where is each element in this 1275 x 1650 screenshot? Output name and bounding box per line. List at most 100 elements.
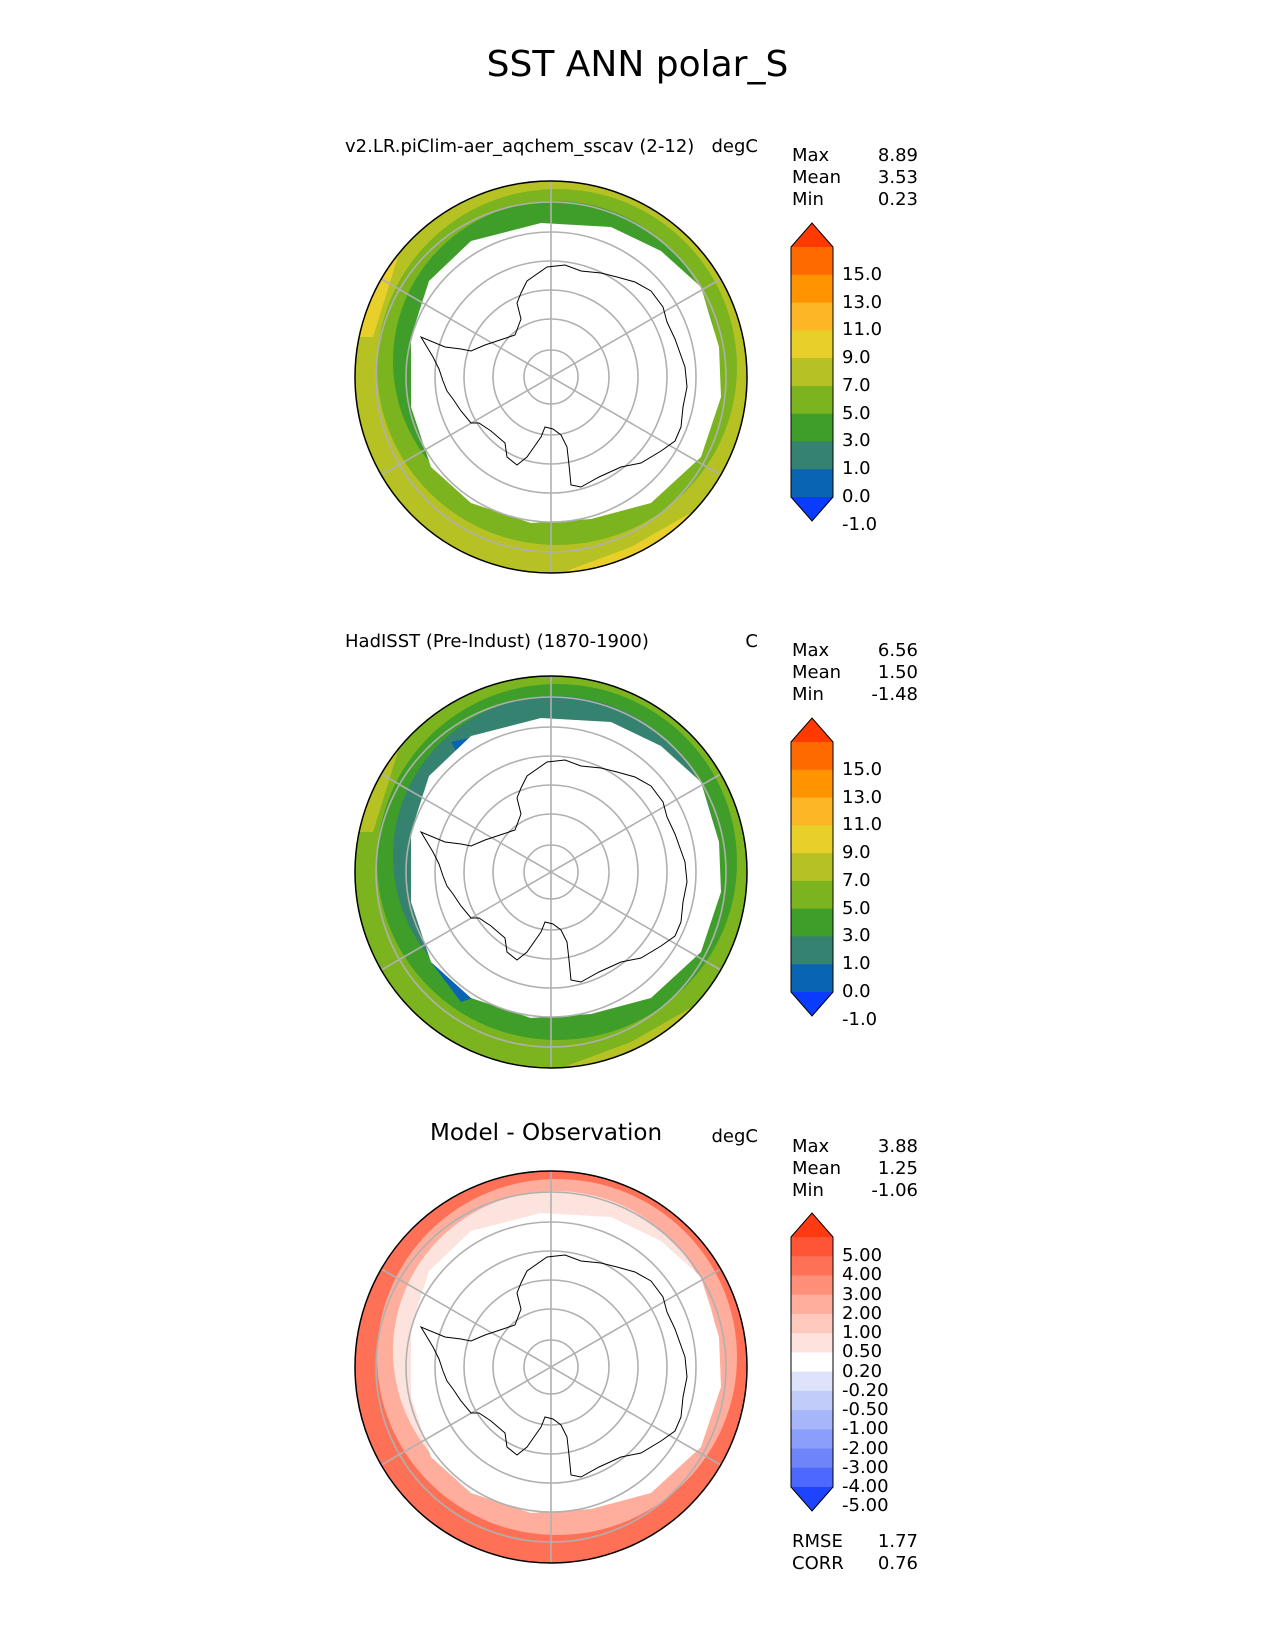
panel-3-metrics: RMSE 1.77 CORR 0.76 <box>792 1531 918 1575</box>
colorbar-swatch <box>791 1256 833 1276</box>
colorbar-tick-label: -3.00 <box>842 1456 889 1478</box>
colorbar-swatch <box>791 330 833 359</box>
panel-2-colorbar: 15.0 13.0 11.0 9.0 7.0 5.0 3.0 1.0 0.0 -1.0 <box>790 717 910 1028</box>
panel-1-polar-map <box>354 180 748 574</box>
colorbar-swatch <box>791 302 833 331</box>
colorbar-extend-max <box>791 223 833 247</box>
field-warm-patch <box>355 742 401 832</box>
stat-mean: Mean 3.53 <box>792 167 918 188</box>
colorbar-tick-label: 15.0 <box>842 758 883 780</box>
colorbar-tick-label: 1.00 <box>842 1322 883 1344</box>
colorbar-tick-label: 7.0 <box>842 869 871 891</box>
colorbar-tick-label: 2.00 <box>842 1302 883 1324</box>
colorbar-tick-label: -1.00 <box>842 1418 889 1440</box>
colorbar-scale <box>790 222 834 522</box>
antarctica-coastline <box>419 759 688 983</box>
stat-mean: Mean 1.25 <box>792 1158 918 1179</box>
panel-2-stats: Max 6.56 Mean 1.50 Min -1.48 <box>792 640 918 706</box>
colorbar-swatch <box>791 1371 833 1392</box>
colorbar-tick-label: -1.0 <box>842 513 878 535</box>
stat-min: Min 0.23 <box>792 189 918 210</box>
stat-max: Max 8.89 <box>792 145 918 166</box>
map-boundary <box>354 180 748 574</box>
colorbar-tick-label: 13.0 <box>842 291 883 313</box>
masked-sea-ice-region <box>411 1213 721 1513</box>
colorbar-tick-label: 5.0 <box>842 402 871 424</box>
colorbar-tick-label: 13.0 <box>842 786 883 808</box>
colorbar-swatch <box>791 936 833 965</box>
colorbar-tick-label: -1.0 <box>842 1008 878 1030</box>
panel-2-title: HadISST (Pre-Indust) (1870-1900) <box>345 631 649 652</box>
colorbar-swatch <box>791 853 833 882</box>
colorbar-swatch <box>791 1467 833 1488</box>
colorbar-swatch <box>791 1275 833 1296</box>
colorbar-swatch <box>791 797 833 826</box>
colorbar-tick-label: 0.50 <box>842 1341 883 1363</box>
colorbar-tick-label: 1.0 <box>842 458 871 480</box>
colorbar-tick-label: 0.0 <box>842 486 871 507</box>
antarctica-coastline <box>419 264 688 488</box>
colorbar-extend-min <box>791 992 833 1016</box>
colorbar-tick-label: 9.0 <box>842 842 871 864</box>
meridian-line <box>380 1268 722 1466</box>
colorbar-tick-label: -5.00 <box>842 1495 889 1517</box>
colorbar-tick-label: 15.0 <box>842 263 883 285</box>
colorbar-tick-label: -0.50 <box>842 1399 889 1421</box>
colorbar-swatch <box>791 274 833 304</box>
stat-mean: Mean 1.50 <box>792 662 918 683</box>
masked-sea-ice-region <box>411 223 721 523</box>
meridian-line <box>380 773 722 971</box>
colorbar-tick-label: 3.0 <box>842 430 871 452</box>
colorbar-tick-label: 11.0 <box>842 319 883 341</box>
colorbar-swatch <box>791 964 833 993</box>
colorbar-tick-label: 3.0 <box>842 925 871 947</box>
panel-1-stats: Max 8.89 Mean 3.53 Min 0.23 <box>792 145 918 211</box>
colorbar-swatch <box>791 1294 833 1315</box>
field-warm-patch <box>355 247 401 337</box>
colorbar-outline <box>790 222 834 522</box>
stat-max: Max 3.88 <box>792 1136 918 1157</box>
colorbar-tick-label: 5.0 <box>842 897 871 919</box>
colorbar-scale <box>790 717 834 1017</box>
colorbar-tick-label: 0.0 <box>842 981 871 1002</box>
panel-3-polar-map <box>354 1170 748 1564</box>
colorbar-extend-max <box>791 1213 833 1237</box>
colorbar-swatch <box>791 385 833 415</box>
panel-3-title: Model - Observation <box>430 1120 663 1146</box>
colorbar-extend-max <box>791 718 833 742</box>
colorbar-swatch <box>791 908 833 937</box>
panel-3-stats: Max 3.88 Mean 1.25 Min -1.06 <box>792 1136 918 1202</box>
map-boundary <box>354 675 748 1069</box>
colorbar-swatch <box>791 1352 833 1373</box>
antarctica-coastline <box>419 1254 688 1478</box>
colorbar-swatch <box>791 1429 833 1450</box>
colorbar-swatch <box>791 1333 833 1353</box>
colorbar-swatch <box>791 1237 833 1257</box>
colorbar-scale <box>790 1212 834 1512</box>
colorbar-swatch <box>791 469 833 498</box>
colorbar-tick-label: -2.00 <box>842 1437 889 1459</box>
colorbar-swatch <box>791 1410 833 1430</box>
meridian-line <box>380 278 722 476</box>
colorbar-extend-min <box>791 497 833 521</box>
colorbar-tick-label: 5.00 <box>842 1245 883 1267</box>
colorbar-outline <box>790 1212 834 1512</box>
colorbar-tick-label: 7.0 <box>842 374 871 396</box>
panel-2-units: C <box>745 631 758 652</box>
panel-1-units: degC <box>711 136 759 157</box>
colorbar-swatch <box>791 358 833 387</box>
map-boundary <box>354 1170 748 1564</box>
colorbar-tick-label: 11.0 <box>842 814 883 836</box>
colorbar-tick-label: 1.0 <box>842 953 871 975</box>
colorbar-swatch <box>791 825 833 854</box>
colorbar-swatch <box>791 247 833 276</box>
colorbar-tick-label: 4.00 <box>842 1264 883 1286</box>
colorbar-swatch <box>791 441 833 470</box>
colorbar-swatch <box>791 769 833 799</box>
colorbar-swatch <box>791 1448 833 1469</box>
colorbar-swatch <box>791 742 833 771</box>
metric-rmse: RMSE 1.77 <box>792 1531 918 1552</box>
colorbar-tick-label: -4.00 <box>842 1476 889 1497</box>
stat-min: Min -1.48 <box>792 684 918 705</box>
stat-min: Min -1.06 <box>792 1180 918 1201</box>
